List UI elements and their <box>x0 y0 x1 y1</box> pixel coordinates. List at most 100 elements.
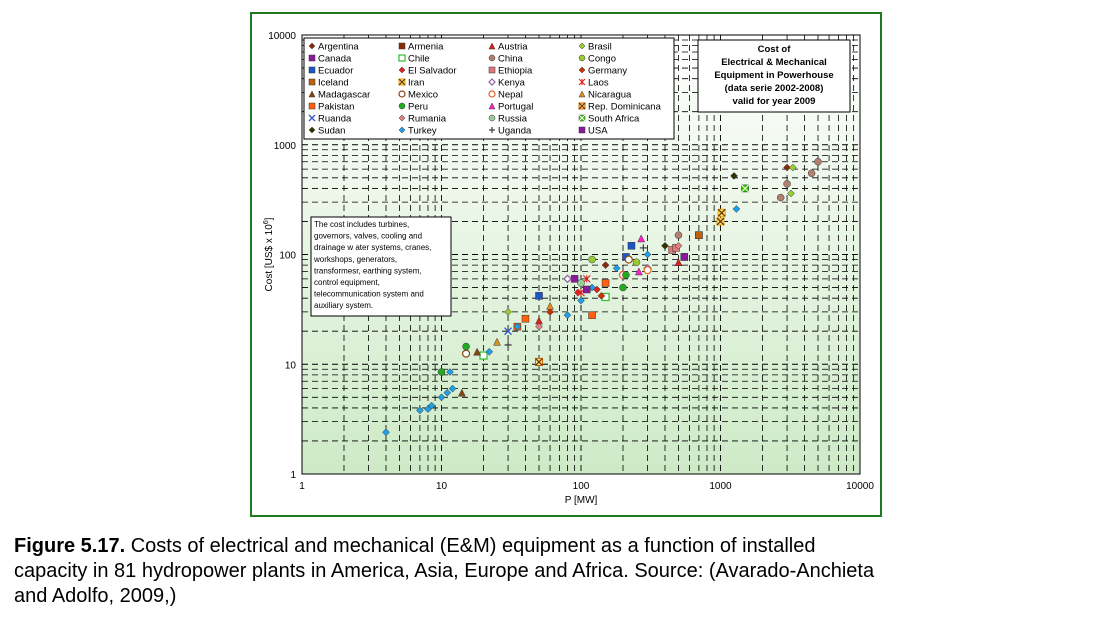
point-mexico <box>461 349 471 358</box>
point-peru <box>462 342 470 351</box>
legend-marker-sudan <box>308 126 316 134</box>
chart-frame: 1 10 100 1000 10000 1 10 100 1000 10000 P [MW] Cost… <box>250 12 882 517</box>
plot-border <box>301 34 861 475</box>
point-mexico <box>624 255 633 264</box>
point-turkey <box>382 428 390 437</box>
legend-marker-peru <box>398 102 406 110</box>
legend-label-turkey: Turkey <box>408 126 437 137</box>
point-pakistan <box>521 314 530 323</box>
point-turkey <box>563 311 572 320</box>
legend-marker-canada <box>308 54 316 62</box>
legend-label-canada: Canada <box>318 54 352 65</box>
axes: 1 10 100 1000 10000 1 10 100 1000 10000 P [MW] Cost… <box>263 31 874 506</box>
point-pakistan <box>588 311 596 319</box>
point-uganda <box>504 341 512 349</box>
point-brasil <box>787 189 795 198</box>
legend-marker-china <box>488 54 496 62</box>
legend-marker-rep-dominicana <box>578 102 586 110</box>
legend-label-peru: Peru <box>408 102 428 113</box>
y-tick-label: 100 <box>279 251 296 262</box>
point-ecuador <box>535 292 543 300</box>
legend-label-south-africa: South Africa <box>588 114 640 125</box>
point-madagascar <box>473 347 482 356</box>
note-box-line: telecommunication system and <box>314 290 424 299</box>
point-turkey <box>513 322 522 331</box>
legend-label-nicaragua: Nicaragua <box>588 90 632 101</box>
point-turkey <box>643 250 652 259</box>
point-congo <box>632 258 641 266</box>
point-turkey <box>485 347 494 356</box>
note-box-line: drainage w ater systems, cranes, <box>314 243 431 252</box>
legend-marker-el-salvador <box>398 66 406 74</box>
info-box: Cost of Electrical & Mechanical Equipment … <box>697 39 851 113</box>
caption-line-1: Costs of electrical and mechanical (E&M)… <box>125 535 816 557</box>
legend-marker-nicaragua <box>578 90 586 98</box>
point-brasil <box>504 308 512 316</box>
figure-caption: Figure 5.17. Costs of electrical and mec… <box>14 534 1114 609</box>
info-box-line: Cost of <box>758 44 792 55</box>
point-turkey <box>443 388 452 397</box>
point-iran <box>717 208 726 217</box>
x-tick-label: 1 <box>299 481 305 492</box>
point-china <box>783 180 791 188</box>
point-turkey <box>612 264 621 273</box>
point-chile <box>479 351 488 360</box>
legend-marker-turkey <box>398 126 406 134</box>
legend-marker-russia <box>488 114 496 122</box>
point-south-africa <box>741 184 749 193</box>
info-box-line: valid for year 2009 <box>733 96 816 107</box>
point-rep-dominicana <box>535 357 544 366</box>
legend-label-austria: Austria <box>498 42 528 53</box>
point-portugal <box>637 234 646 243</box>
note-box-line: workshops, generators, <box>313 255 397 264</box>
point-turkey <box>437 393 446 402</box>
point-rumania <box>535 322 543 331</box>
point-peru <box>619 283 627 292</box>
point-nepal <box>643 266 652 275</box>
legend-marker-iceland <box>308 78 316 86</box>
legend-marker-ruanda <box>308 114 316 122</box>
legend-marker-pakistan <box>308 102 316 110</box>
legend-marker-portugal <box>488 102 496 110</box>
legend-label-el-salvador: El Salvador <box>408 66 457 77</box>
legend-marker-congo <box>578 54 586 62</box>
point-usa <box>680 253 689 261</box>
point-russia <box>577 279 585 287</box>
legend-marker-laos <box>578 78 586 86</box>
point-germany <box>546 308 554 316</box>
legend-label-iran: Iran <box>408 78 424 89</box>
x-tick-label: 100 <box>573 481 590 492</box>
point-canada <box>570 275 579 283</box>
info-box-line: Equipment in Powerhouse <box>714 70 833 81</box>
data-points <box>382 158 822 437</box>
legend-marker-armenia <box>398 42 406 50</box>
info-box-line: (data serie 2002-2008) <box>725 83 824 94</box>
legend-box <box>303 37 675 140</box>
legend-label-chile: Chile <box>408 54 430 65</box>
legend-marker-mexico <box>398 90 406 98</box>
point-rumania <box>674 241 683 250</box>
point-turkey <box>427 401 436 410</box>
point-china <box>814 158 822 166</box>
x-tick-label: 10 <box>436 481 448 492</box>
legend-label-madagascar: Madagascar <box>318 90 370 101</box>
note-box-line: The cost includes turbines, <box>314 220 409 229</box>
point-china <box>807 169 816 177</box>
point-madagascar <box>457 388 466 397</box>
info-box-line: Electrical & Mechanical <box>721 57 827 68</box>
point-portugal <box>634 267 643 276</box>
legend-label-rumania: Rumania <box>408 114 447 125</box>
legend-label-ethiopia: Ethiopia <box>498 66 533 77</box>
legend-label-pakistan: Pakistan <box>318 102 354 113</box>
note-box-line: governors, valves, cooling and <box>314 232 422 241</box>
legend-label-argentina: Argentina <box>318 42 359 53</box>
point-argentina <box>601 261 610 269</box>
note-box-line: auxiliary system. <box>314 301 373 310</box>
legend-label-congo: Congo <box>588 54 616 65</box>
point-turkey <box>416 406 424 415</box>
point-turkey <box>448 384 457 393</box>
point-china <box>776 193 785 202</box>
legend-marker-austria <box>488 42 496 50</box>
legend-label-ecuador: Ecuador <box>318 66 353 77</box>
legend-label-china: China <box>498 54 524 65</box>
